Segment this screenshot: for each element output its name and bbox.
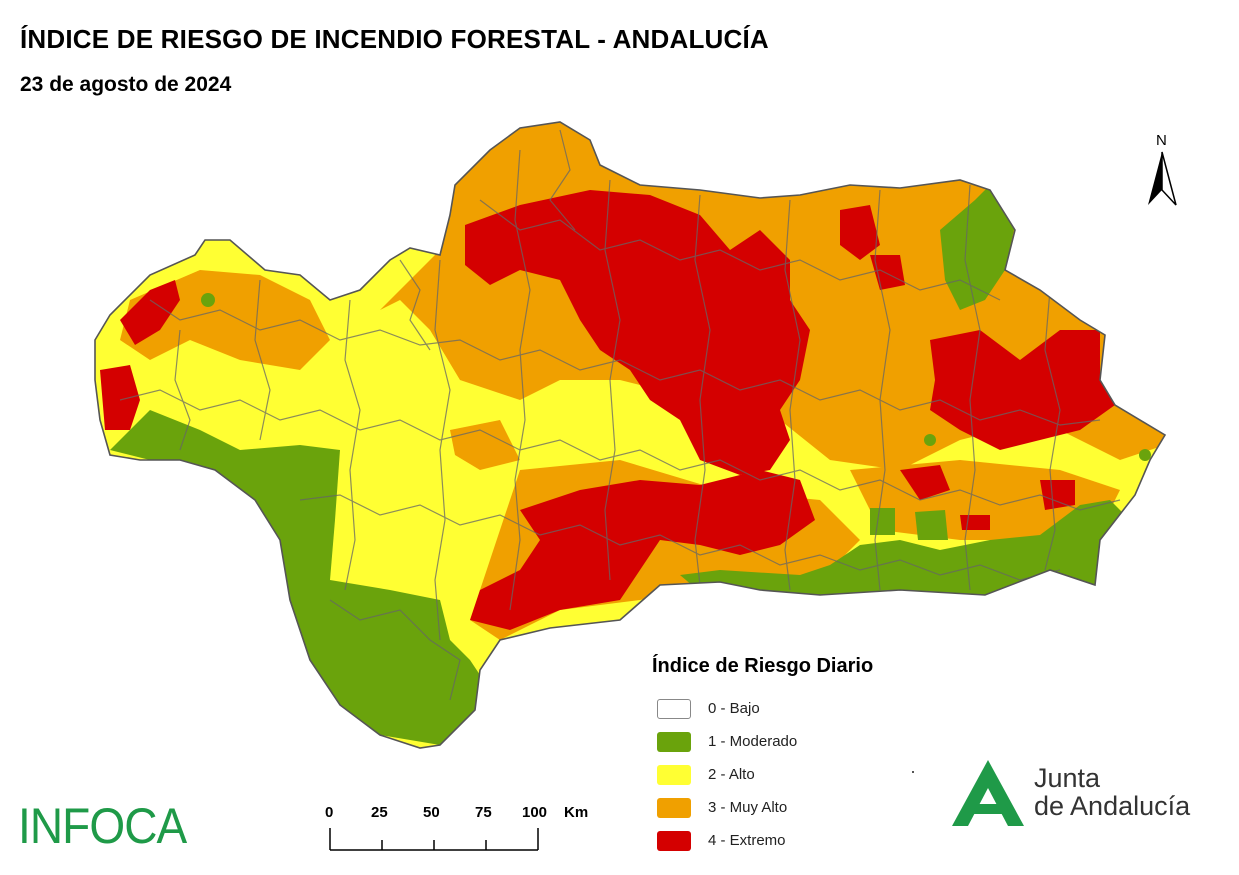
- scale-label: 100: [522, 804, 548, 821]
- legend-swatch: [657, 731, 691, 752]
- scale-ruler: [329, 828, 539, 851]
- map-date: 23 de agosto de 2024: [20, 73, 232, 96]
- junta-text: Junta de Andalucía: [1034, 764, 1190, 820]
- junta-de-andalucia-logo: Junta de Andalucía: [950, 756, 1210, 831]
- stray-mark: [912, 771, 914, 773]
- legend-swatch: [657, 797, 691, 818]
- north-label: N: [1156, 132, 1167, 149]
- legend-item-alto: 2 - Alto: [652, 758, 873, 791]
- zones-moderado: [110, 185, 1151, 745]
- junta-emblem-icon: [952, 760, 1024, 826]
- legend-swatch: [657, 764, 691, 785]
- legend-item-extremo: 4 - Extremo: [652, 824, 873, 857]
- legend-label: 3 - Muy Alto: [708, 799, 788, 816]
- legend-title: Índice de Riesgo Diario: [652, 655, 874, 677]
- legend: Índice de Riesgo Diario 0 - Bajo 1 - Mod…: [652, 655, 873, 857]
- legend-swatch: [657, 698, 691, 719]
- north-arrow-icon: [1148, 151, 1177, 206]
- scale-label: 25: [371, 804, 388, 821]
- map-title: ÍNDICE DE RIESGO DE INCENDIO FORESTAL - …: [20, 24, 769, 54]
- scale-label: 0: [325, 804, 334, 821]
- legend-item-muy-alto: 3 - Muy Alto: [652, 791, 873, 824]
- junta-line-2: de Andalucía: [1034, 791, 1191, 821]
- scale-label: 50: [423, 804, 440, 821]
- junta-line-1: Junta: [1034, 763, 1101, 793]
- scale-unit: Km: [564, 804, 589, 821]
- legend-label: 2 - Alto: [708, 766, 755, 783]
- legend-label: 4 - Extremo: [708, 832, 786, 849]
- legend-label: 0 - Bajo: [708, 700, 760, 717]
- infoca-logo: INFOCA: [18, 798, 187, 854]
- legend-label: 1 - Moderado: [708, 733, 798, 750]
- scale-label: 75: [475, 804, 492, 821]
- legend-item-moderado: 1 - Moderado: [652, 725, 873, 758]
- legend-swatch: [657, 830, 691, 851]
- scale-bar: 0 25 50 75 100 Km: [320, 800, 600, 860]
- legend-item-bajo: 0 - Bajo: [652, 692, 873, 725]
- municipal-borders: [119, 129, 1121, 701]
